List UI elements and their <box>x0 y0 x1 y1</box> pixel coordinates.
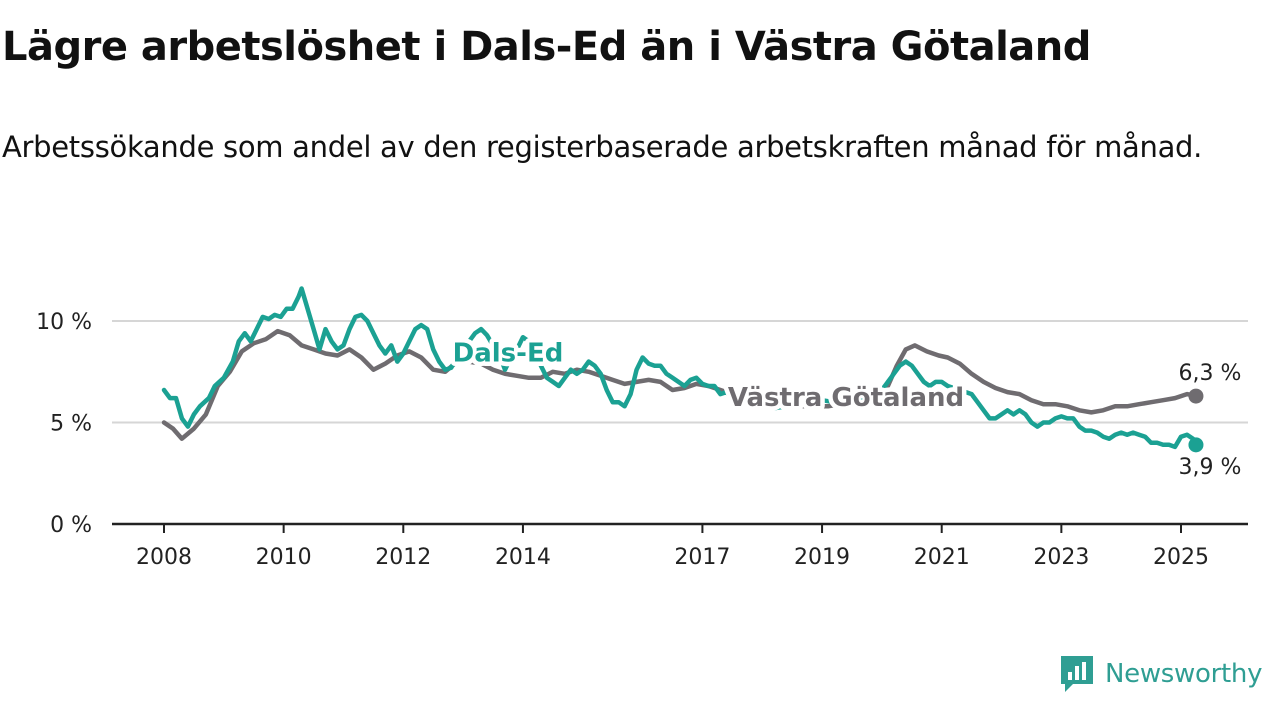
x-tick-label: 2012 <box>375 545 431 570</box>
end-value-label: 6,3 % <box>1179 361 1242 386</box>
series-label: Västra Götaland <box>728 383 964 413</box>
end-point-marker <box>1188 388 1204 404</box>
x-tick-label: 2014 <box>495 545 551 570</box>
x-tick-label: 2008 <box>136 545 192 570</box>
x-tick-label: 2017 <box>674 545 730 570</box>
x-tick-label: 2010 <box>256 545 312 570</box>
series-line-dals-ed <box>161 286 1199 450</box>
end-point-marker <box>1188 437 1204 453</box>
x-tick-label: 2019 <box>794 545 850 570</box>
end-value-label: 3,9 % <box>1179 455 1242 480</box>
x-tick-label: 2023 <box>1033 545 1089 570</box>
y-tick-label: 5 % <box>50 412 92 437</box>
series-label: Dals-Ed <box>453 338 564 368</box>
x-tick-label: 2021 <box>914 545 970 570</box>
chart-title: Lägre arbetslöshet i Dals-Ed än i Västra… <box>2 24 1091 70</box>
y-tick-label: 0 % <box>50 513 92 538</box>
newsworthy-logo-icon <box>1061 656 1093 692</box>
chart-subtitle: Arbetssökande som andel av den registerb… <box>2 130 1203 164</box>
newsworthy-brand[interactable]: Newsworthy <box>1059 652 1262 696</box>
y-tick-label: 10 % <box>36 310 92 335</box>
brand-name: Newsworthy <box>1105 659 1263 689</box>
x-tick-label: 2025 <box>1153 545 1209 570</box>
